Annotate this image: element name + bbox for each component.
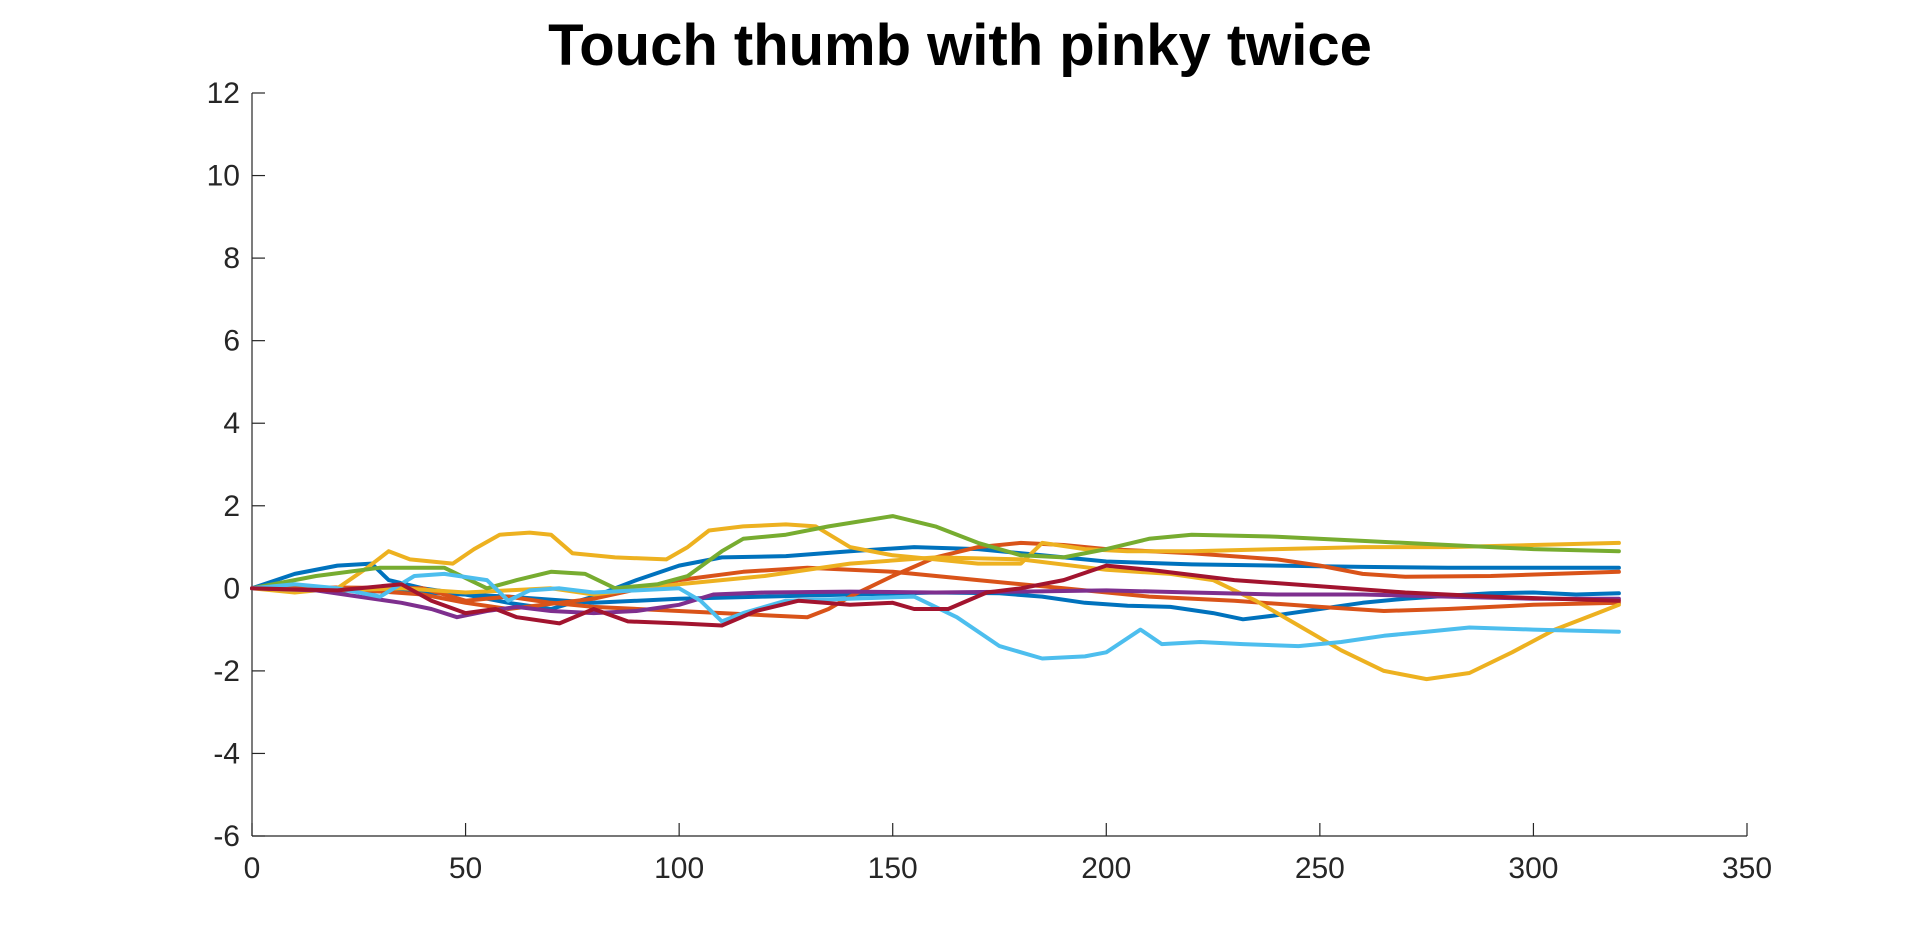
axes: 0 50 100 150 200 250 300 350 -6 -4 -2 0 2 4 6 8 10 12 — [207, 77, 1772, 885]
y-tick-label: 10 — [207, 160, 240, 193]
series-line-10 — [250, 563, 1621, 628]
chart-title: Touch thumb with pinky twice — [548, 13, 1372, 78]
series-line-4 — [250, 565, 1621, 613]
y-tick-label: 6 — [223, 325, 240, 358]
y-tick-label: 12 — [207, 77, 240, 110]
y-tick-label: 0 — [223, 572, 240, 605]
y-tick-label: 2 — [223, 490, 240, 523]
x-tick-label: 150 — [868, 852, 918, 885]
y-tick-label: -6 — [213, 820, 240, 853]
x-tick-label: 350 — [1722, 852, 1772, 885]
y-tick-label: -2 — [213, 655, 240, 688]
series-group — [250, 514, 1621, 682]
series-line-9 — [250, 571, 1621, 661]
x-tick-label: 250 — [1295, 852, 1345, 885]
series-line-6 — [250, 555, 1621, 682]
x-tick-label: 300 — [1508, 852, 1558, 885]
series-line-3 — [250, 540, 1621, 620]
y-tick-label: 8 — [223, 242, 240, 275]
x-tick-label: 50 — [449, 852, 482, 885]
series-line-5 — [250, 522, 1621, 595]
y-tick-label: 4 — [223, 407, 240, 440]
x-tick-label: 200 — [1081, 852, 1131, 885]
series-line-1 — [250, 545, 1621, 611]
series-line-8 — [250, 514, 1621, 591]
x-tick-label: 100 — [654, 852, 704, 885]
y-tick-label: -4 — [213, 737, 240, 770]
x-tick-label: 0 — [244, 852, 261, 885]
